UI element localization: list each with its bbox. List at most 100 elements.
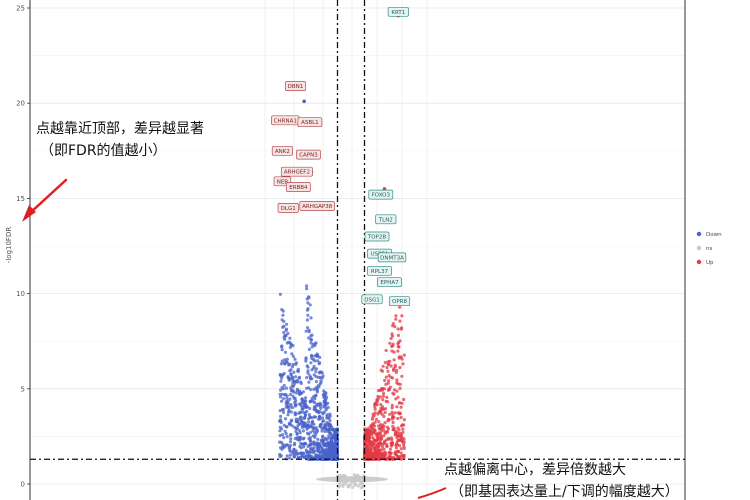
data-point-down: [306, 426, 310, 430]
data-point-down: [292, 390, 296, 394]
data-point-down: [305, 431, 310, 435]
data-point-down: [299, 441, 303, 445]
data-point-down: [283, 417, 288, 421]
data-point-up: [395, 381, 399, 385]
data-point-down: [318, 382, 322, 386]
data-point-up: [366, 447, 370, 452]
data-point-down: [313, 359, 317, 363]
data-point-down: [312, 373, 316, 377]
data-point-up: [391, 415, 395, 419]
data-point-up: [397, 345, 401, 349]
data-point-down: [312, 446, 316, 450]
data-point-down: [290, 418, 294, 422]
data-point-down: [282, 330, 286, 335]
data-point-up: [398, 365, 402, 370]
data-point-up: [377, 420, 381, 424]
data-point-down: [313, 354, 317, 358]
data-point-down: [284, 327, 288, 331]
data-point-down: [329, 439, 333, 443]
annotation-center-line: （即基因表达量上/下调的幅度越大）: [450, 483, 679, 500]
data-point-down: [293, 436, 297, 441]
data-point-down: [293, 400, 297, 404]
data-point-down: [279, 374, 283, 378]
data-point-down: [307, 328, 311, 332]
data-point-down: [281, 446, 285, 450]
data-point-down: [299, 418, 303, 422]
data-point-up: [385, 365, 389, 370]
data-point-up: [383, 439, 387, 443]
data-point-up: [385, 395, 389, 399]
data-point-down: [325, 413, 329, 417]
data-point-down: [293, 357, 297, 361]
gene-label-box: [296, 149, 321, 160]
data-point-up: [388, 412, 392, 416]
data-point-up: [373, 420, 377, 424]
data-point-up: [398, 305, 402, 309]
data-point-down: [288, 345, 292, 349]
data-point-down: [309, 361, 313, 365]
data-point-up: [397, 444, 402, 448]
data-point-down: [310, 422, 314, 426]
data-point-up: [389, 336, 393, 341]
data-point-up: [376, 394, 380, 399]
data-point-up: [376, 435, 380, 439]
annotation-center-line: 点越偏离中心，差异倍数越大: [444, 461, 626, 478]
data-point-up: [396, 349, 400, 353]
data-point-up: [402, 446, 406, 450]
data-point-up: [387, 374, 391, 378]
data-point-up: [375, 455, 379, 460]
grid: [30, 0, 685, 500]
data-point-up: [366, 437, 370, 441]
data-point-up: [386, 381, 390, 385]
gene-label-text: EPHA7: [380, 280, 399, 286]
data-point-down: [281, 325, 285, 329]
data-point-down: [288, 445, 292, 449]
data-point-down: [288, 336, 292, 340]
data-point-down: [307, 380, 311, 384]
data-point-up: [378, 427, 383, 431]
data-point-down: [305, 376, 309, 380]
data-point-up: [374, 417, 379, 421]
data-point-down: [326, 405, 330, 410]
gene-label-box: [367, 265, 392, 276]
data-point-up: [395, 389, 399, 393]
data-point-ns: [338, 481, 342, 485]
data-point-up: [387, 379, 391, 383]
data-point-down: [287, 410, 291, 414]
data-point-up: [384, 399, 388, 403]
data-point-down: [314, 370, 318, 374]
data-point-up: [398, 382, 402, 386]
data-point-up: [375, 437, 379, 441]
data-point-up: [386, 369, 390, 373]
data-point-up: [395, 440, 399, 444]
data-point-down: [289, 403, 293, 407]
data-point-down: [309, 316, 313, 320]
arrow-head-top: [22, 205, 36, 222]
gene-label: ARHGAP38: [299, 201, 335, 211]
data-point-up: [396, 327, 400, 331]
gene-label-text: RPL37: [371, 269, 389, 275]
data-point-down: [327, 416, 331, 420]
data-point-up: [399, 447, 403, 451]
legend-label: Down: [706, 232, 722, 238]
data-point-down: [308, 406, 312, 411]
data-point-up: [394, 317, 398, 321]
data-point-down: [280, 359, 284, 363]
data-point-down: [314, 380, 318, 384]
data-point-down: [303, 411, 307, 415]
data-point-ns: [351, 485, 355, 490]
data-point-down: [279, 379, 283, 383]
data-point-up: [383, 407, 388, 411]
data-point-down: [321, 412, 325, 416]
data-point-up: [394, 452, 398, 456]
annotation-top-line: （即FDR的值越小）: [40, 143, 167, 159]
data-point-up: [393, 432, 398, 436]
data-point-down: [321, 434, 325, 438]
gene-label-box: [280, 166, 313, 177]
data-point-ns: [356, 484, 360, 488]
data-point-up: [402, 353, 406, 357]
data-point-down: [309, 424, 313, 428]
data-point-down: [306, 453, 310, 457]
plot-frame: [29, 0, 686, 500]
